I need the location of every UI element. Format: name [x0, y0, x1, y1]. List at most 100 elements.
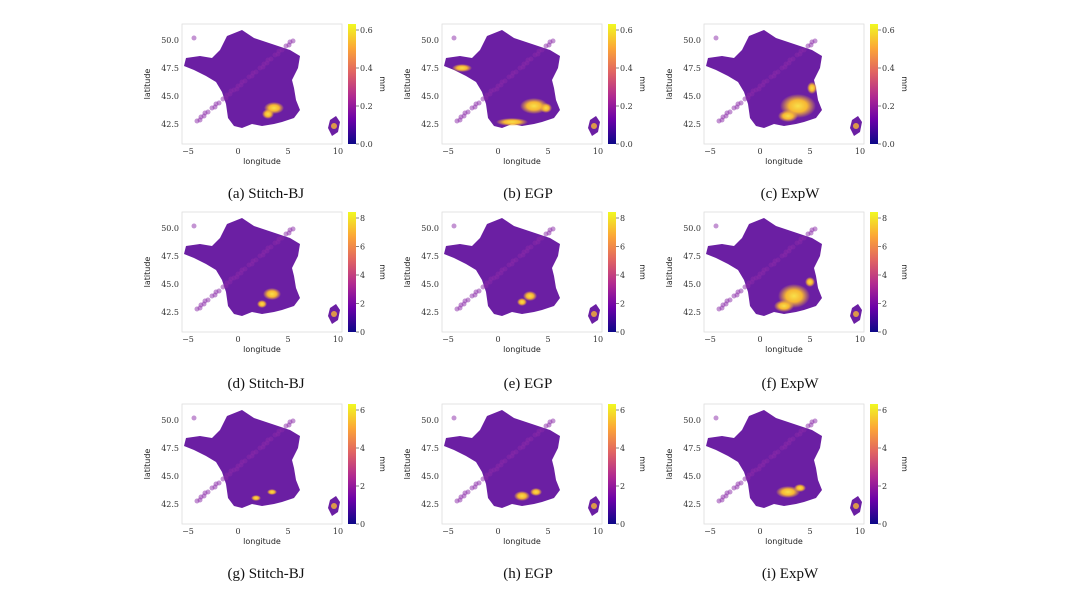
- y-axis-label: latitude: [665, 257, 674, 288]
- colorbar: [608, 212, 616, 332]
- colorbar-tick-label: 0: [620, 520, 625, 529]
- y-tick-label: 50.0: [421, 416, 439, 425]
- colorbar-tick-label: 6: [620, 243, 625, 252]
- colorbar-tick-label: 4: [360, 444, 365, 453]
- hotspot: [257, 300, 267, 308]
- colorbar-tick-label: 4: [620, 271, 625, 280]
- caption-b: (b) EGP: [503, 186, 553, 202]
- panel-g: 50.0 47.5 45.0 42.5 −5 0 5 10 longitude latitude 6…: [140, 400, 387, 562]
- y-axis-label: latitude: [665, 449, 674, 480]
- y-tick-label: 47.5: [161, 252, 179, 261]
- colorbar-label: mm: [638, 76, 647, 92]
- map-chart: 50.0 47.5 45.0 42.5 −5 0 5 10 longitude latitude 8…: [403, 211, 647, 354]
- y-axis-label: latitude: [143, 69, 152, 100]
- france-map: [706, 410, 822, 508]
- colorbar-label: mm: [638, 456, 647, 472]
- caption-e: (e) EGP: [503, 376, 553, 392]
- colorbar-tick-label: 0.6: [620, 26, 633, 35]
- x-tick-label: 10: [593, 527, 603, 536]
- y-tick-label: 47.5: [421, 64, 439, 73]
- colorbar-label: mm: [900, 264, 909, 280]
- panel-e: 50.0 47.5 45.0 42.5 −5 0 5 10 longitude latitude 8…: [400, 208, 647, 370]
- x-axis-label: longitude: [765, 537, 803, 546]
- y-tick-label: 47.5: [683, 252, 701, 261]
- hotspot: [540, 103, 552, 113]
- panel-b: 50.0 47.5 45.0 42.5 −5 0 5 10 longitude latitude 0…: [400, 20, 647, 182]
- x-tick-label: −5: [704, 335, 716, 344]
- map-chart: 50.0 47.5 45.0 42.5 −5 0 5 10 longitude latitude 6…: [665, 403, 909, 546]
- y-tick-label: 45.0: [683, 472, 701, 481]
- colorbar-tick-label: 0.4: [360, 64, 373, 73]
- y-tick-label: 45.0: [421, 92, 439, 101]
- y-tick-label: 47.5: [421, 444, 439, 453]
- hotspot: [794, 484, 806, 492]
- y-tick-label: 50.0: [683, 224, 701, 233]
- y-axis-label: latitude: [403, 449, 412, 480]
- caption-c: (c) ExpW: [760, 186, 820, 202]
- x-tick-label: −5: [182, 335, 194, 344]
- x-tick-label: 5: [807, 527, 812, 536]
- x-tick-label: 0: [495, 335, 500, 344]
- y-tick-label: 42.5: [161, 120, 179, 129]
- y-tick-label: 42.5: [683, 308, 701, 317]
- colorbar-tick-label: 2: [360, 482, 365, 491]
- y-tick-label: 50.0: [161, 416, 179, 425]
- hotspot: [251, 495, 261, 501]
- france-map: [184, 410, 300, 508]
- x-tick-label: 10: [333, 147, 343, 156]
- colorbar-tick-label: 0.6: [882, 26, 895, 35]
- colorbar: [870, 212, 878, 332]
- hotspot: [263, 288, 281, 300]
- panel-c: 50.0 47.5 45.0 42.5 −5 0 5 10 longitude latitude 0…: [662, 20, 909, 182]
- colorbar-tick-label: 6: [360, 243, 365, 252]
- x-tick-label: 5: [285, 527, 290, 536]
- colorbar-tick-label: 0: [882, 520, 887, 529]
- colorbar: [608, 404, 616, 524]
- x-axis-label: longitude: [243, 345, 281, 354]
- map-chart: 50.0 47.5 45.0 42.5 −5 0 5 10 longitude latitude 0…: [403, 23, 647, 166]
- y-axis-label: latitude: [403, 69, 412, 100]
- panel-d: 50.0 47.5 45.0 42.5 −5 0 5 10 longitude latitude 8…: [140, 208, 387, 370]
- colorbar-tick-label: 6: [882, 243, 887, 252]
- caption-f: (f) ExpW: [761, 376, 819, 392]
- x-tick-label: 10: [333, 335, 343, 344]
- caption-d: (d) Stitch-BJ: [227, 376, 305, 392]
- x-axis-label: longitude: [503, 345, 541, 354]
- hotspot: [807, 82, 817, 94]
- y-tick-label: 42.5: [421, 308, 439, 317]
- y-tick-label: 47.5: [161, 444, 179, 453]
- colorbar-tick-label: 2: [882, 482, 887, 491]
- x-axis-label: longitude: [765, 157, 803, 166]
- colorbar-tick-label: 0.2: [882, 102, 895, 111]
- y-tick-label: 45.0: [421, 280, 439, 289]
- x-tick-label: −5: [704, 147, 716, 156]
- colorbar-tick-label: 0.2: [360, 102, 373, 111]
- x-axis-label: longitude: [503, 537, 541, 546]
- x-axis-label: longitude: [503, 157, 541, 166]
- x-tick-label: −5: [182, 147, 194, 156]
- x-tick-label: 10: [855, 335, 865, 344]
- hotspot: [514, 491, 530, 501]
- france-map: [444, 410, 560, 508]
- x-axis-label: longitude: [765, 345, 803, 354]
- hotspot: [778, 110, 798, 122]
- colorbar-label: mm: [378, 456, 387, 472]
- x-tick-label: −5: [442, 527, 454, 536]
- caption-a: (a) Stitch-BJ: [227, 186, 305, 202]
- colorbar-tick-label: 0.4: [620, 64, 633, 73]
- colorbar-tick-label: 0.0: [882, 140, 895, 149]
- colorbar-tick-label: 2: [620, 482, 625, 491]
- y-tick-label: 42.5: [683, 500, 701, 509]
- x-tick-label: 5: [807, 335, 812, 344]
- panel-h: 50.0 47.5 45.0 42.5 −5 0 5 10 longitude latitude 6…: [400, 400, 647, 562]
- hotspot: [262, 109, 274, 119]
- x-tick-label: 10: [593, 335, 603, 344]
- map-chart: 50.0 47.5 45.0 42.5 −5 0 5 10 longitude latitude 6…: [143, 403, 387, 546]
- y-tick-label: 47.5: [683, 444, 701, 453]
- colorbar-tick-label: 0.4: [882, 64, 895, 73]
- colorbar-label: mm: [900, 456, 909, 472]
- x-axis-label: longitude: [243, 157, 281, 166]
- x-tick-label: −5: [442, 335, 454, 344]
- colorbar-tick-label: 0: [360, 328, 365, 337]
- y-tick-label: 47.5: [421, 252, 439, 261]
